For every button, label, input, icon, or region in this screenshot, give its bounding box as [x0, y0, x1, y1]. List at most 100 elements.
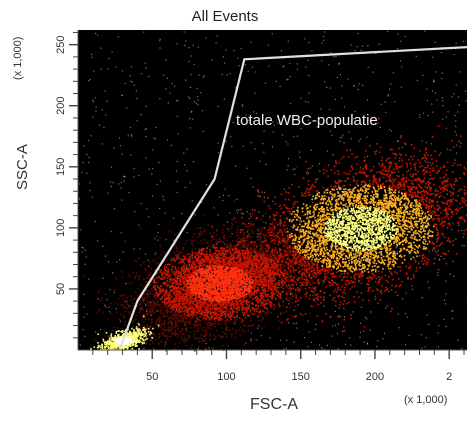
- event-dot: [367, 45, 368, 46]
- event-dot: [256, 276, 258, 278]
- event-dot: [203, 334, 205, 336]
- event-dot: [165, 264, 167, 266]
- event-dot: [245, 223, 247, 225]
- event-dot: [262, 318, 264, 320]
- event-dot: [113, 327, 115, 329]
- event-dot: [147, 301, 149, 303]
- event-dot: [254, 93, 255, 94]
- event-dot: [349, 337, 350, 338]
- event-dot: [123, 317, 125, 319]
- event-dot: [216, 330, 218, 332]
- event-dot: [166, 266, 168, 268]
- event-dot: [339, 180, 340, 181]
- event-dot: [199, 234, 201, 236]
- event-dot: [255, 252, 257, 254]
- event-dot: [145, 343, 147, 345]
- event-dot: [248, 223, 249, 224]
- event-dot: [243, 213, 244, 214]
- event-dot: [206, 324, 208, 326]
- event-dot: [199, 316, 201, 318]
- event-dot: [181, 311, 183, 313]
- event-dot: [253, 226, 255, 228]
- event-dot: [211, 246, 213, 248]
- event-dot: [105, 335, 107, 337]
- event-dot: [151, 302, 153, 304]
- event-dot: [347, 78, 348, 79]
- event-dot: [227, 249, 229, 251]
- event-dot: [451, 229, 452, 230]
- event-dot: [123, 294, 125, 296]
- event-dot: [234, 265, 236, 267]
- event-dot: [260, 305, 262, 307]
- event-dot: [209, 249, 211, 251]
- event-dot: [227, 327, 229, 329]
- event-dot: [251, 254, 253, 256]
- event-dot: [229, 305, 231, 307]
- event-dot: [358, 89, 359, 90]
- event-dot: [278, 270, 280, 272]
- event-dot: [225, 251, 227, 253]
- event-dot: [169, 274, 171, 276]
- event-dot: [172, 310, 174, 312]
- event-dot: [315, 247, 317, 249]
- event-dot: [151, 288, 153, 290]
- event-dot: [310, 245, 312, 247]
- event-dot: [266, 254, 268, 256]
- event-dot: [139, 310, 141, 312]
- event-dot: [247, 315, 249, 317]
- event-dot: [203, 317, 205, 319]
- event-dot: [245, 64, 246, 65]
- event-dot: [200, 249, 202, 251]
- event-dot: [165, 239, 166, 240]
- event-dot: [250, 268, 252, 270]
- event-dot: [126, 308, 128, 310]
- event-dot: [233, 50, 234, 51]
- event-dot: [240, 327, 242, 329]
- event-dot: [189, 332, 191, 334]
- event-dot: [154, 294, 156, 296]
- event-dot: [169, 264, 171, 266]
- event-dot: [201, 327, 203, 329]
- event-dot: [201, 251, 203, 253]
- event-dot: [263, 130, 264, 131]
- event-dot: [151, 313, 153, 315]
- event-dot: [236, 315, 238, 317]
- event-dot: [188, 47, 189, 48]
- event-dot: [79, 198, 80, 199]
- event-dot: [170, 300, 172, 302]
- event-dot: [290, 294, 291, 295]
- event-dot: [185, 288, 187, 290]
- event-dot: [206, 337, 208, 339]
- event-dot: [121, 304, 123, 306]
- event-dot: [198, 348, 199, 349]
- event-dot: [252, 303, 254, 305]
- event-dot: [191, 112, 192, 113]
- event-dot: [213, 268, 215, 270]
- event-dot: [342, 331, 343, 332]
- event-dot: [271, 303, 273, 305]
- event-dot: [338, 271, 339, 272]
- event-dot: [218, 152, 219, 153]
- event-dot: [172, 292, 174, 294]
- event-dot: [257, 328, 258, 329]
- event-dot: [287, 143, 288, 144]
- event-dot: [112, 51, 113, 52]
- event-dot: [401, 281, 402, 282]
- event-dot: [203, 239, 205, 241]
- event-dot: [131, 135, 132, 136]
- event-dot: [203, 228, 205, 230]
- event-dot: [159, 47, 160, 48]
- event-dot: [122, 315, 124, 317]
- event-dot: [180, 334, 182, 336]
- event-dot: [89, 182, 90, 183]
- event-dot: [149, 337, 151, 339]
- event-dot: [184, 313, 186, 315]
- event-dot: [335, 56, 336, 57]
- event-dot: [189, 98, 190, 99]
- event-dot: [187, 314, 189, 316]
- event-dot: [198, 338, 200, 340]
- event-dot: [131, 282, 133, 284]
- event-dot: [260, 228, 262, 230]
- event-dot: [159, 40, 160, 41]
- event-dot: [271, 298, 273, 300]
